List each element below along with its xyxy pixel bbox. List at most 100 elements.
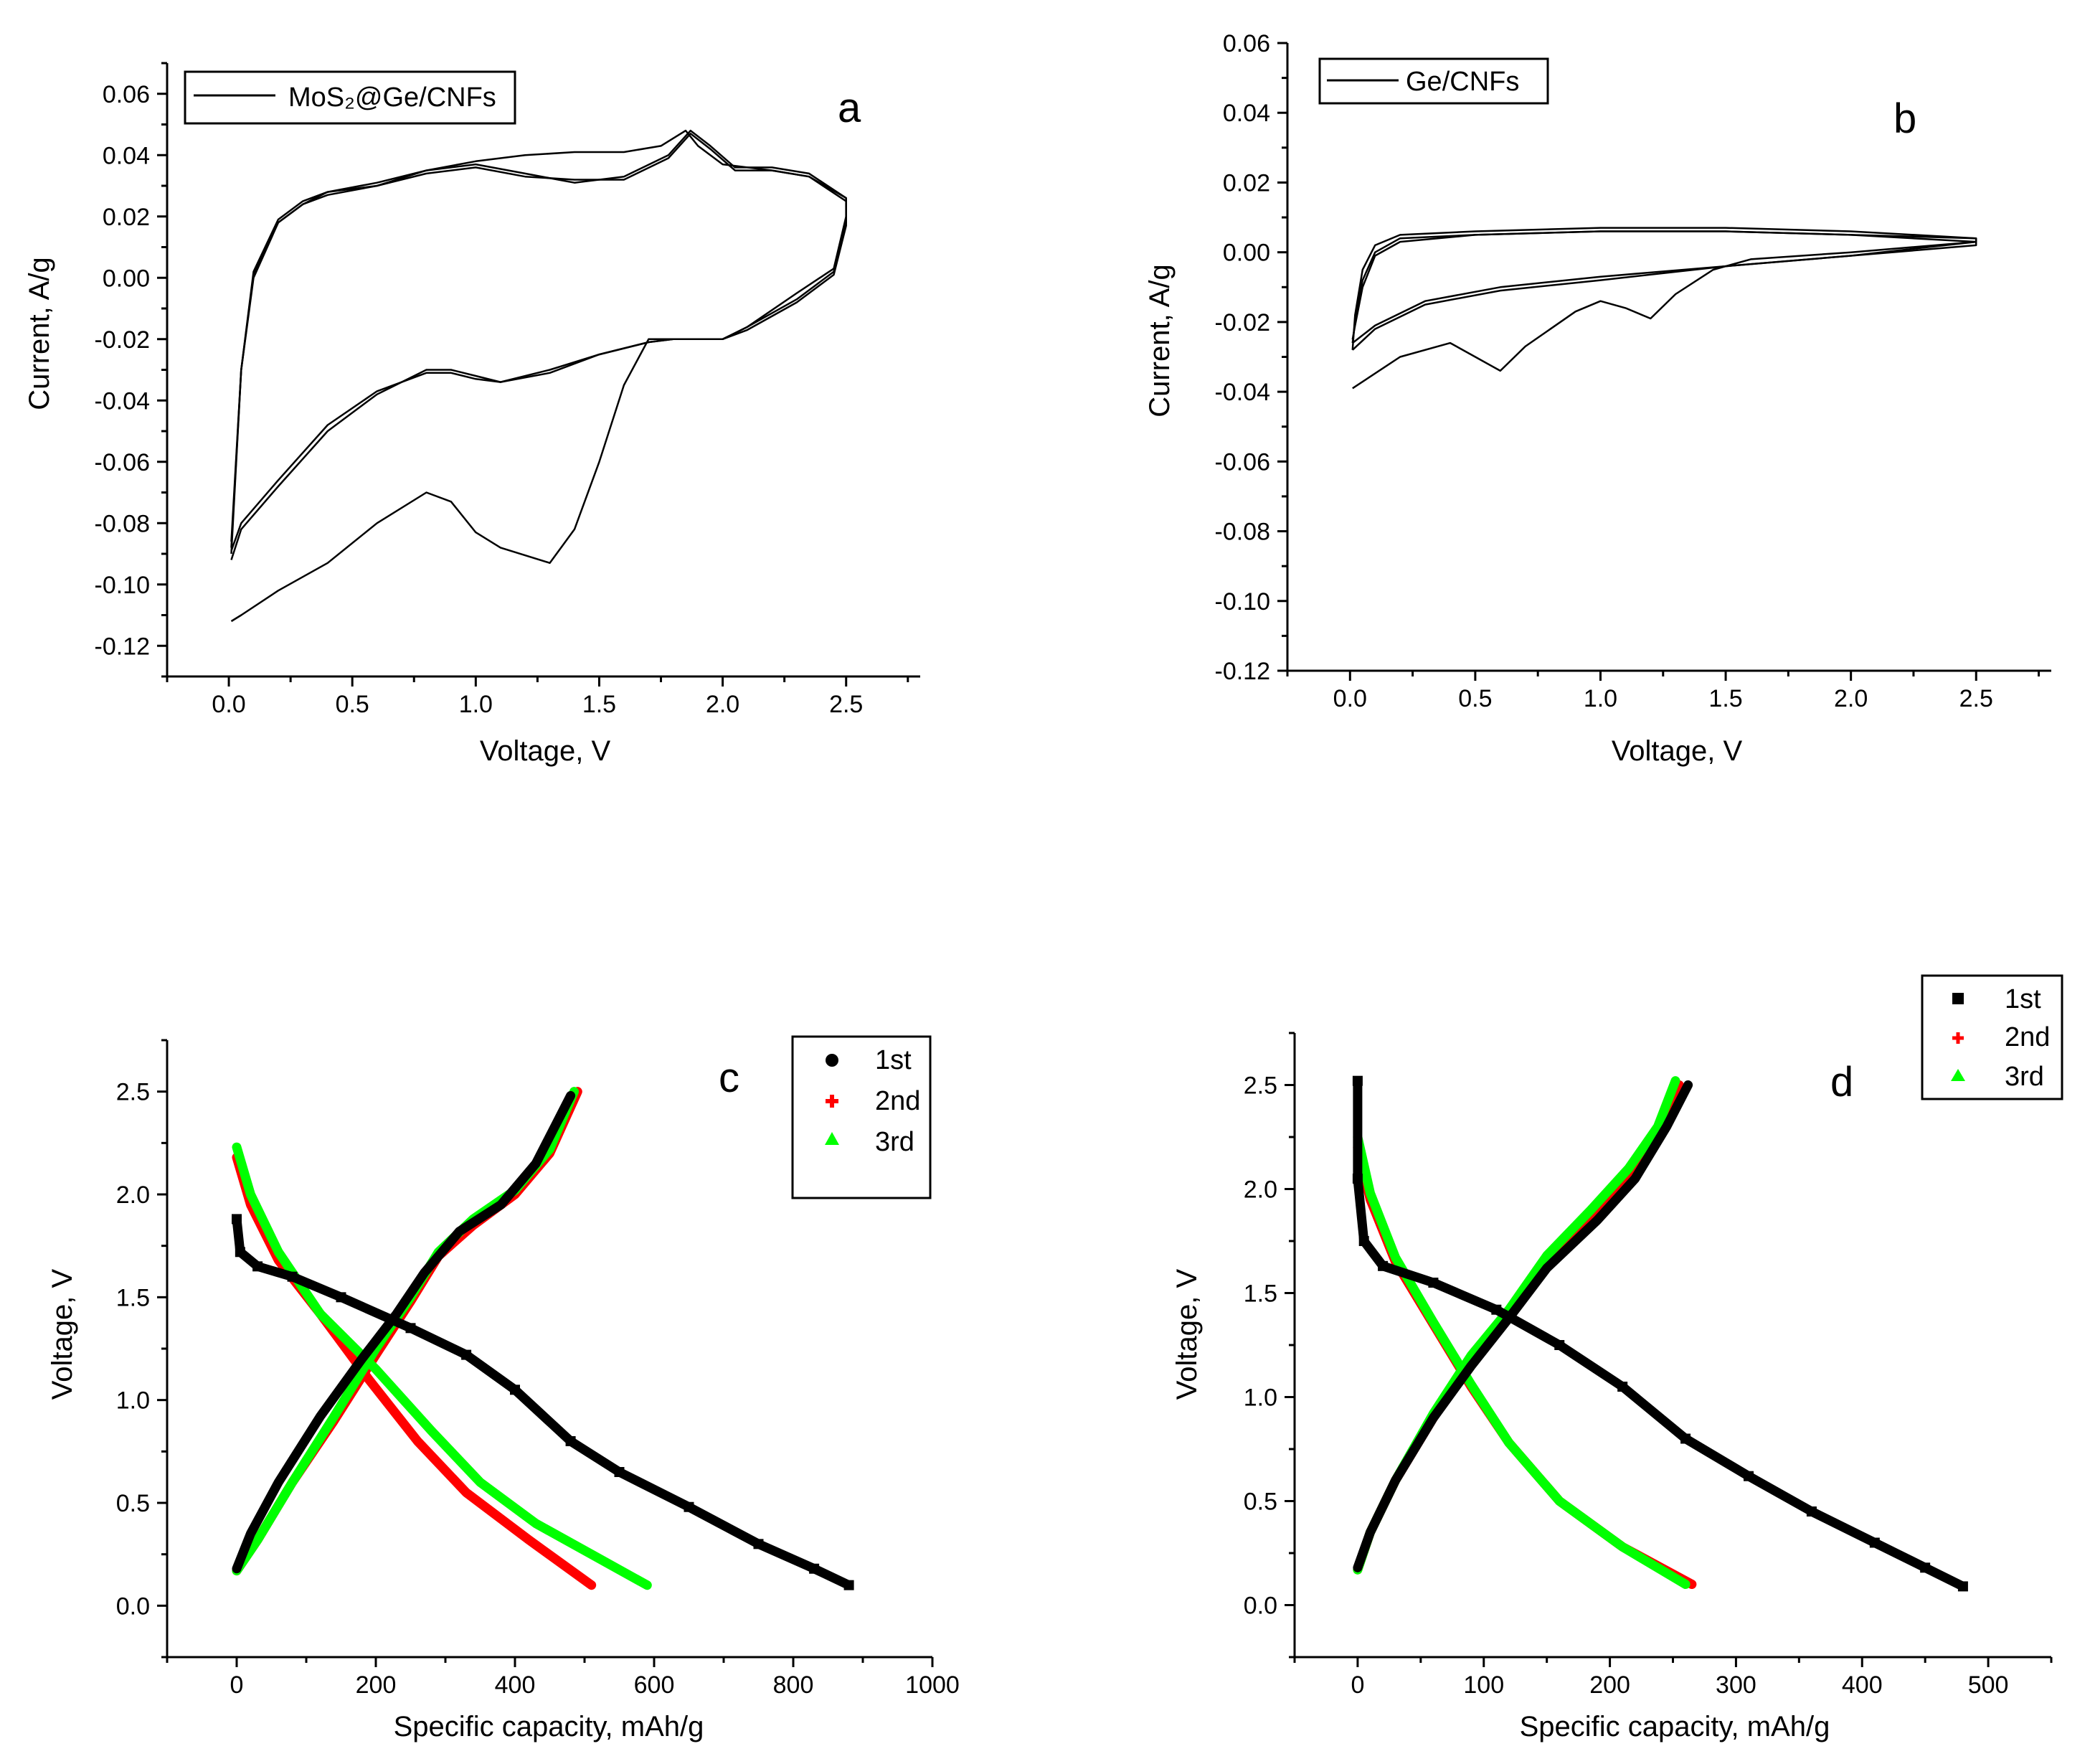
x-axis-label-a: Voltage, V — [480, 735, 611, 767]
y-tick-label-c: 1.0 — [116, 1387, 150, 1415]
axes-c: 0 200 400 600 800 1000 0.0 0.5 1.0 1.5 2.0 2.5 — [116, 1039, 960, 1699]
series-c-1st-charge — [232, 1090, 576, 1574]
y-tick-label-a: -0.06 — [95, 449, 151, 476]
series-line-a-cycle-2 — [230, 129, 847, 560]
point-c-1st — [510, 1385, 520, 1395]
panel-label-a: a — [838, 85, 861, 131]
chart-panel-a: 0.0 0.5 1.0 1.5 2.0 2.5 0.06 0.04 0.02 0.00 -0.02 -… — [24, 62, 920, 767]
y-tick-label-c: 0.5 — [116, 1490, 150, 1517]
x-tick-label-b: 2.0 — [1834, 685, 1868, 712]
point-c-1st — [461, 1349, 472, 1360]
x-tick-label-b: 1.0 — [1584, 685, 1617, 712]
point-d-1st — [1957, 1581, 1968, 1592]
plot-area-c — [232, 1087, 854, 1590]
y-tick-label-c: 1.5 — [116, 1284, 150, 1311]
series-d-1st-discharge — [1353, 1076, 1968, 1591]
point-c-1st — [809, 1563, 820, 1574]
legend-entry-2nd-d: 2nd — [2005, 1022, 2050, 1052]
point-d-1st — [1680, 1433, 1691, 1444]
point-d-1st — [1617, 1382, 1628, 1392]
legend-entry-a: MoS₂@Ge/CNFs — [288, 82, 496, 113]
axes-a: 0.0 0.5 1.0 1.5 2.0 2.5 0.06 0.04 0.02 0.00 -0.02 -… — [95, 62, 920, 718]
series-d-1st-charge — [1353, 1080, 1693, 1572]
y-tick-label-d: 0.5 — [1244, 1489, 1277, 1516]
y-tick-label-c: 2.0 — [116, 1181, 150, 1209]
legend-marker-2nd-c — [826, 1095, 838, 1108]
legend-d: 1st 2nd 3rd — [1921, 974, 2063, 1100]
legend-marker-1st-c — [826, 1054, 838, 1067]
legend-marker-3rd-c — [825, 1132, 839, 1145]
y-tick-label-a: 0.06 — [103, 81, 150, 108]
x-tick-label-a: 0.5 — [336, 691, 369, 718]
series-line-a-cycle-3 — [230, 133, 847, 552]
legend-entry-b: Ge/CNFs — [1406, 67, 1519, 97]
y-tick-label-a: -0.12 — [95, 633, 151, 660]
x-axis-label-d: Specific capacity, mAh/g — [1520, 1711, 1830, 1742]
point-d-1st — [1352, 1174, 1363, 1184]
point-d-1st — [1491, 1304, 1502, 1315]
y-tick-label-b: 0.06 — [1223, 30, 1270, 57]
plot-area-b — [1351, 227, 1977, 390]
y-tick-label-a: -0.10 — [95, 572, 151, 599]
y-tick-label-c: 2.5 — [116, 1079, 150, 1106]
series-d-3rd-discharge — [1353, 1132, 1691, 1589]
legend-marker-1st-d — [1952, 993, 1964, 1004]
point-c-1st — [336, 1292, 346, 1303]
point-c-1st — [843, 1580, 854, 1590]
y-tick-label-a: 0.04 — [103, 142, 150, 169]
y-tick-label-b: -0.12 — [1215, 658, 1271, 685]
series-line-b-cycle-3 — [1351, 230, 1977, 344]
chart-panel-b: 0.0 0.5 1.0 1.5 2.0 2.5 0.06 0.04 0.02 0.00 -0.02 -… — [1144, 30, 2051, 767]
y-tick-label-d: 0.0 — [1244, 1593, 1277, 1620]
y-axis-label-b: Current, A/g — [1144, 264, 1176, 417]
plot-area-a — [230, 129, 847, 623]
x-tick-label-c: 0 — [230, 1671, 244, 1699]
axes-b: 0.0 0.5 1.0 1.5 2.0 2.5 0.06 0.04 0.02 0.00 -0.02 -… — [1215, 30, 2051, 712]
x-axis-label-c: Specific capacity, mAh/g — [394, 1711, 704, 1742]
point-d-1st — [1352, 1075, 1363, 1086]
legend-entry-3rd-c: 3rd — [875, 1127, 914, 1157]
x-tick-label-c: 1000 — [905, 1671, 960, 1699]
x-tick-label-a: 0.0 — [212, 691, 245, 718]
point-c-1st — [252, 1261, 263, 1272]
y-tick-label-a: 0.02 — [103, 204, 150, 231]
point-c-1st — [684, 1501, 694, 1512]
point-c-1st — [565, 1436, 576, 1446]
x-tick-label-a: 1.5 — [582, 691, 616, 718]
point-c-1st — [232, 1214, 242, 1225]
point-c-1st — [287, 1271, 298, 1282]
legend-b: Ge/CNFs — [1318, 57, 1549, 105]
x-tick-label-d: 200 — [1589, 1671, 1630, 1699]
series-line-a-cycle-1 — [230, 129, 847, 623]
y-tick-label-b: -0.06 — [1215, 448, 1271, 476]
legend-a: MoS₂@Ge/CNFs — [184, 70, 516, 125]
legend-entry-3rd-d: 3rd — [2005, 1062, 2044, 1092]
x-tick-label-d: 100 — [1463, 1671, 1504, 1699]
x-axis-label-b: Voltage, V — [1612, 735, 1743, 767]
y-tick-label-b: -0.10 — [1215, 588, 1271, 615]
axes-d: 0 100 200 300 400 500 0.0 0.5 1.0 1.5 2.0 2.5 — [1244, 1032, 2053, 1699]
x-tick-label-c: 200 — [356, 1671, 397, 1699]
y-axis-label-c: Voltage, V — [47, 1269, 78, 1400]
series-line-b-cycle-2 — [1351, 230, 1977, 351]
chart-panel-d: 0 100 200 300 400 500 0.0 0.5 1.0 1.5 2.0 2.5 Speci… — [1171, 974, 2063, 1742]
x-tick-label-a: 1.0 — [459, 691, 493, 718]
legend-marker-3rd-d — [1951, 1069, 1965, 1081]
x-tick-label-a: 2.0 — [706, 691, 739, 718]
point-c-1st — [614, 1467, 625, 1477]
x-tick-label-d: 400 — [1842, 1671, 1883, 1699]
x-tick-label-d: 300 — [1716, 1671, 1756, 1699]
y-tick-label-d: 1.0 — [1244, 1385, 1277, 1412]
point-d-1st — [1806, 1506, 1817, 1517]
x-tick-label-b: 0.5 — [1458, 685, 1492, 712]
y-tick-label-c: 0.0 — [116, 1593, 150, 1620]
legend-entry-1st-d: 1st — [2005, 984, 2041, 1014]
legend-entry-2nd-c: 2nd — [875, 1086, 920, 1116]
x-tick-label-d: 0 — [1351, 1671, 1364, 1699]
point-d-1st — [1869, 1537, 1880, 1548]
series-line-b-cycle-1 — [1351, 227, 1977, 390]
y-tick-label-b: -0.02 — [1215, 309, 1271, 336]
plot-area-d — [1352, 1075, 1968, 1592]
y-tick-label-a: -0.08 — [95, 510, 151, 537]
